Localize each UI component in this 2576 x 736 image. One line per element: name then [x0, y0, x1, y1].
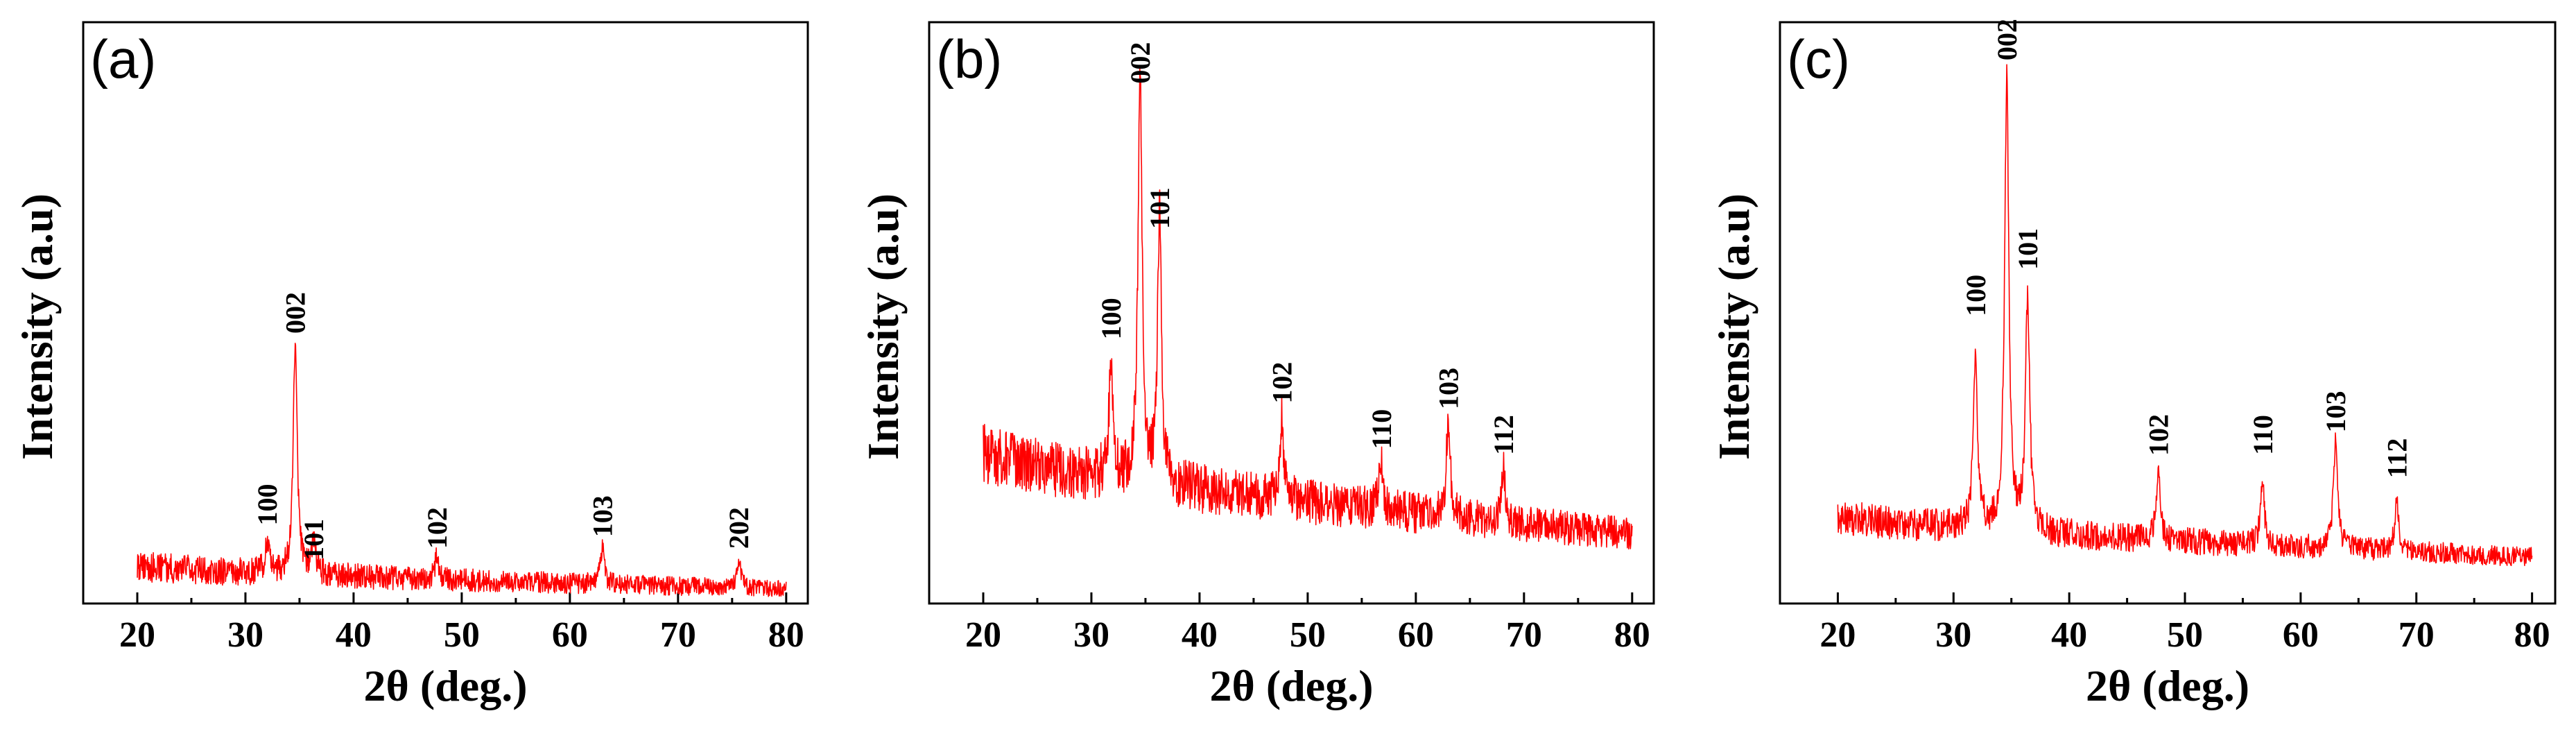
- x-axis-title: 2θ (deg.): [2086, 661, 2249, 710]
- x-tick-label: 70: [2398, 615, 2435, 655]
- xrd-panel-a: 20 30 40 50 60 70 80 2θ (deg.) Intensity (a.u) (a…: [12, 21, 809, 710]
- x-tick-label: 20: [119, 615, 155, 655]
- plot-frame: [928, 21, 1655, 605]
- peak-label-112: 112: [1488, 415, 1519, 455]
- peak-label-100: 100: [252, 484, 283, 526]
- diffraction-trace: [1837, 64, 2533, 567]
- x-tick-label: 30: [1935, 615, 1971, 655]
- x-tick-label: 80: [768, 615, 804, 655]
- x-tick-label: 40: [1182, 615, 1218, 655]
- x-tick-label: 30: [227, 615, 263, 655]
- xrd-panel-b: 20 30 40 50 60 70 80 2θ (deg.) Intensity (a.u) (b…: [858, 21, 1655, 710]
- peak-label-002: 002: [1991, 19, 2023, 60]
- x-tick-label: 50: [2167, 615, 2203, 655]
- x-tick-label: 60: [1398, 615, 1434, 655]
- panel-label: (c): [1787, 28, 1850, 89]
- y-axis-title: Intensity (a.u): [858, 194, 908, 460]
- peak-label-002: 002: [1125, 42, 1156, 84]
- peak-label-110: 110: [2247, 415, 2279, 455]
- diffraction-trace: [137, 343, 787, 597]
- peak-label-101: 101: [2012, 228, 2043, 270]
- panel-label: (a): [90, 28, 156, 89]
- x-tick-label: 40: [336, 615, 372, 655]
- x-tick-label: 60: [552, 615, 588, 655]
- peak-label-102: 102: [422, 507, 453, 549]
- x-tick-label: 60: [2283, 615, 2319, 655]
- peak-label-102: 102: [2143, 414, 2175, 456]
- x-tick-label: 40: [2051, 615, 2087, 655]
- peak-label-100: 100: [1096, 298, 1127, 339]
- plot-frame: [1779, 21, 2557, 605]
- peak-label-103: 103: [587, 495, 619, 537]
- x-tick-label: 50: [1290, 615, 1326, 655]
- peak-label-002: 002: [280, 292, 311, 334]
- x-tick-label: 80: [1614, 615, 1650, 655]
- y-axis-title: Intensity (a.u): [1709, 194, 1758, 460]
- plot-frame: [82, 21, 809, 605]
- x-tick-label: 20: [965, 615, 1001, 655]
- peak-label-110: 110: [1366, 409, 1397, 450]
- x-axis-title: 2θ (deg.): [363, 661, 527, 710]
- xrd-panel-c: 20 30 40 50 60 70 80 2θ (deg.) Intensity (a.u) (c…: [1709, 19, 2557, 710]
- peak-label-202: 202: [723, 507, 754, 549]
- peak-label-101: 101: [1144, 187, 1175, 229]
- panel-label: (b): [936, 28, 1002, 89]
- x-tick-label: 70: [660, 615, 696, 655]
- peak-label-103: 103: [2320, 391, 2351, 432]
- x-tick-label: 70: [1506, 615, 1542, 655]
- peak-label-103: 103: [1433, 368, 1464, 409]
- x-tick-label: 50: [444, 615, 480, 655]
- x-axis-title: 2θ (deg.): [1209, 661, 1373, 710]
- x-tick-label: 30: [1073, 615, 1109, 655]
- peak-label-101: 101: [298, 519, 329, 560]
- y-axis-title: Intensity (a.u): [12, 194, 62, 460]
- peak-label-102: 102: [1266, 362, 1297, 404]
- x-tick-label: 80: [2514, 615, 2550, 655]
- peak-label-112: 112: [2381, 438, 2412, 479]
- peak-label-100: 100: [1960, 275, 1991, 316]
- x-tick-label: 20: [1819, 615, 1856, 655]
- diffraction-trace: [983, 68, 1633, 550]
